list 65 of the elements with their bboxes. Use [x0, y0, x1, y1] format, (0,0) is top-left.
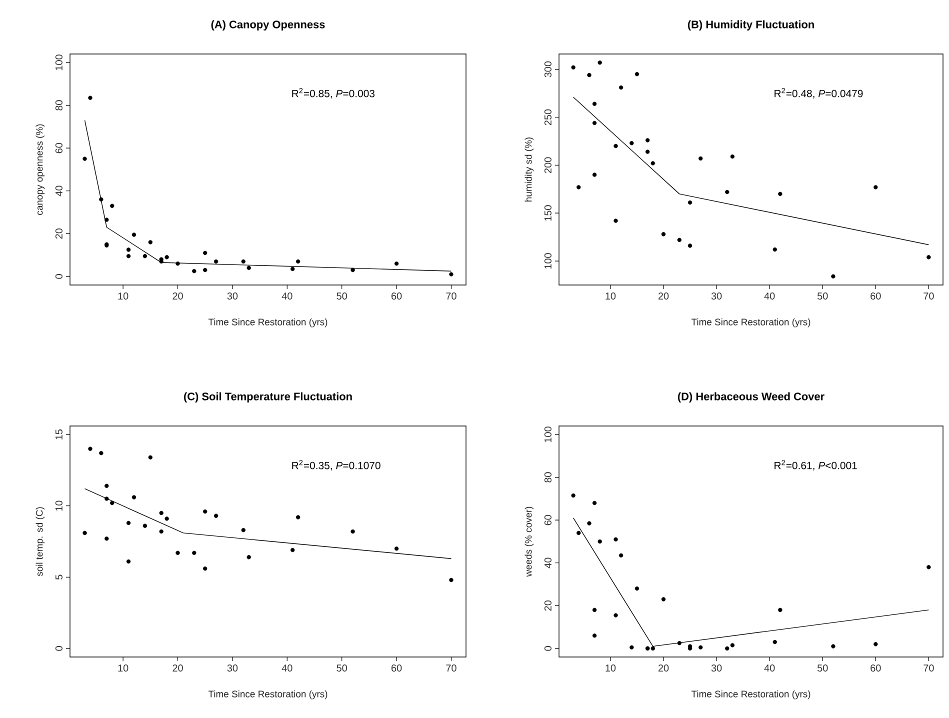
- y-tick-label: 60: [55, 142, 62, 154]
- y-tick-label: 300: [544, 61, 552, 78]
- x-axis-title: Time Since Restoration (yrs): [208, 690, 328, 700]
- y-tick-label: 40: [55, 186, 62, 196]
- y-axis-title: canopy openness (%): [36, 124, 45, 215]
- x-tick-label: 20: [658, 292, 669, 300]
- x-tick-label: 50: [817, 292, 828, 300]
- annotation: R$^{2}$=0.35, P=0.1070: [292, 460, 380, 470]
- x-tick-label: 50: [336, 292, 347, 300]
- chart-title: (D) Herbaceous Weed Cover: [678, 392, 824, 402]
- y-tick-label: 20: [55, 228, 62, 239]
- x-tick-label: 30: [711, 664, 722, 672]
- x-tick-label: 10: [118, 664, 128, 672]
- x-tick-label: 40: [764, 292, 775, 300]
- chart-title: (B) Humidity Fluctuation: [688, 20, 814, 30]
- x-tick-label: 30: [227, 292, 238, 300]
- x-tick-label: 60: [870, 664, 881, 672]
- x-tick-label: 40: [282, 664, 292, 672]
- x-tick-label: 40: [282, 292, 292, 300]
- y-axis-title: humidity sd (%): [524, 137, 534, 202]
- y-tick-label: 15: [56, 429, 62, 440]
- x-tick-label: 70: [924, 292, 934, 300]
- x-tick-label: 30: [227, 664, 238, 672]
- x-tick-label: 60: [392, 292, 402, 300]
- x-tick-label: 70: [446, 292, 456, 300]
- y-tick-label: 100: [544, 426, 552, 442]
- x-tick-label: 40: [764, 664, 775, 672]
- x-tick-label: 10: [606, 292, 616, 300]
- y-tick-label: 200: [544, 157, 552, 173]
- y-axis-title: weeds (% cover): [524, 506, 534, 577]
- y-tick-label: 150: [544, 205, 552, 221]
- y-tick-label: 250: [544, 109, 552, 126]
- x-tick-label: 50: [817, 664, 828, 672]
- x-tick-label: 70: [446, 664, 456, 672]
- x-axis-title: Time Since Restoration (yrs): [208, 318, 328, 328]
- x-tick-label: 70: [924, 664, 934, 672]
- x-tick-label: 30: [711, 292, 722, 300]
- x-tick-label: 60: [392, 664, 402, 672]
- x-tick-label: 10: [606, 664, 616, 672]
- y-tick-label: 40: [544, 558, 552, 568]
- annotation: R$^{2}$=0.85, P=0.003: [292, 88, 375, 98]
- annotation: R$^{2}$=0.48, P=0.0479: [774, 88, 863, 98]
- x-tick-label: 50: [336, 664, 347, 672]
- x-tick-label: 60: [870, 292, 881, 300]
- y-tick-label: 100: [544, 253, 552, 269]
- y-tick-label: 100: [55, 54, 62, 70]
- x-tick-label: 10: [118, 292, 128, 300]
- y-tick-label: 80: [55, 100, 62, 110]
- y-tick-label: 0: [55, 646, 62, 651]
- y-tick-label: 60: [544, 514, 552, 526]
- y-axis-title: soil temp. sd (C): [36, 507, 45, 576]
- y-tick-label: 0: [55, 274, 62, 279]
- x-axis-title: Time Since Restoration (yrs): [691, 318, 810, 328]
- chart-title: (A) Canopy Openness: [211, 20, 325, 30]
- annotation: R$^{2}$=0.61, P<0.001: [774, 460, 857, 470]
- y-tick-label: 10: [55, 500, 62, 511]
- chart-title: (C) Soil Temperature Fluctuation: [184, 392, 352, 402]
- y-tick-label: 0: [544, 646, 552, 651]
- x-tick-label: 20: [658, 664, 669, 672]
- x-axis-title: Time Since Restoration (yrs): [691, 690, 810, 700]
- y-tick-label: 5: [56, 574, 62, 580]
- y-tick-label: 80: [544, 472, 552, 482]
- x-tick-label: 20: [172, 664, 183, 672]
- y-tick-label: 20: [544, 600, 552, 611]
- x-tick-label: 20: [172, 292, 183, 300]
